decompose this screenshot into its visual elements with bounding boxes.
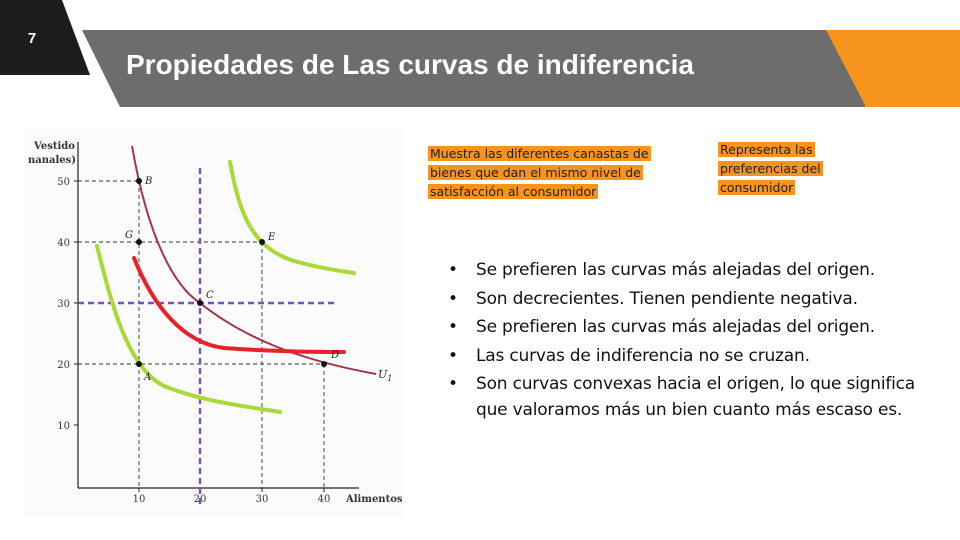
point-a [136,361,142,367]
point-d [321,361,327,367]
list-item-text: Las curvas de indiferencia no se cruzan. [476,345,810,366]
list-item-text: Se prefieren las curvas más alejadas del… [476,317,875,337]
list-item-text: Son curvas convexas hacia el origen, lo … [476,374,916,420]
point-label-e: E [267,232,276,243]
list-item: • Se prefieren las curvas más alejadas de… [446,258,916,284]
green-curve-lower [95,244,282,414]
x-tick-label-10: 10 [133,494,146,505]
point-label-b: B [144,176,152,187]
curve-label-u1: U1 [378,368,392,383]
list-item: • Son decrecientes. Tienen pendiente nega… [446,287,916,313]
slide-number: 7 [27,30,37,47]
bullet-icon: • [448,260,458,280]
bullet-icon: • [448,345,458,366]
title-bar [82,30,905,107]
curve-label-u-sub: 1 [387,374,392,383]
point-g [136,239,142,245]
list-item-text: Se prefieren las curvas más alejadas del… [476,260,875,280]
y-tick-label-40: 40 [57,238,70,249]
purple-guides [78,168,336,506]
header-band [0,0,960,107]
x-tick-label-30: 30 [256,494,269,505]
slide-number-badge [0,0,90,75]
y-axis-title-line2: nanales) [28,155,76,166]
point-e [259,239,265,245]
y-tick-label-10: 10 [57,421,70,432]
point-label-a: A [143,372,151,383]
lower-indifference-curve [132,256,346,354]
preferences-note-text: Representa las preferencias del consumid… [718,142,823,195]
market-basket-points [136,178,327,367]
list-item: • Se prefieren las curvas más alejadas de… [446,315,916,341]
point-label-g: G [125,230,133,241]
point-b [136,178,142,184]
x-axis-title: Alimentos [345,494,403,505]
y-tick-label-20: 20 [57,360,70,371]
curve-label-u: U [378,368,388,381]
indifference-curve-u1 [131,145,377,375]
point-label-c: C [206,290,214,301]
list-item: • Son curvas convexas hacia el origen, lo… [446,372,916,423]
x-tick-label-40: 40 [318,494,331,505]
properties-list: • Se prefieren las curvas más alejadas de… [446,258,916,426]
green-curve-upper [228,160,356,275]
y-tick-label-30: 30 [57,299,70,310]
bullet-icon: • [448,288,458,309]
orange-accent [826,30,960,107]
point-label-d: D [330,350,339,361]
list-item-text: Son decrecientes. Tienen pendiente negat… [476,288,858,309]
tick-marks [74,180,325,492]
point-c [197,300,203,306]
preferences-note: Representa las preferencias del consumid… [718,140,848,197]
bullet-icon: • [448,374,458,394]
bullet-icon: • [448,317,458,337]
definition-note-text: Muestra las diferentes canastas de biene… [428,146,651,199]
list-item: • Las curvas de indiferencia no se cruzan… [446,344,916,370]
slide-title: Propiedades de Las curvas de indiferenci… [126,49,694,80]
y-tick-label-50: 50 [57,177,70,188]
y-axis-title-line1: Vestido [33,141,75,152]
indifference-diagram: Vestido nanales) 50 40 30 20 10 10 20 30… [28,141,403,506]
definition-note: Muestra las diferentes canastas de biene… [428,144,690,201]
indifference-curve-figure: Vestido nanales) 50 40 30 20 10 10 20 30… [24,128,404,518]
